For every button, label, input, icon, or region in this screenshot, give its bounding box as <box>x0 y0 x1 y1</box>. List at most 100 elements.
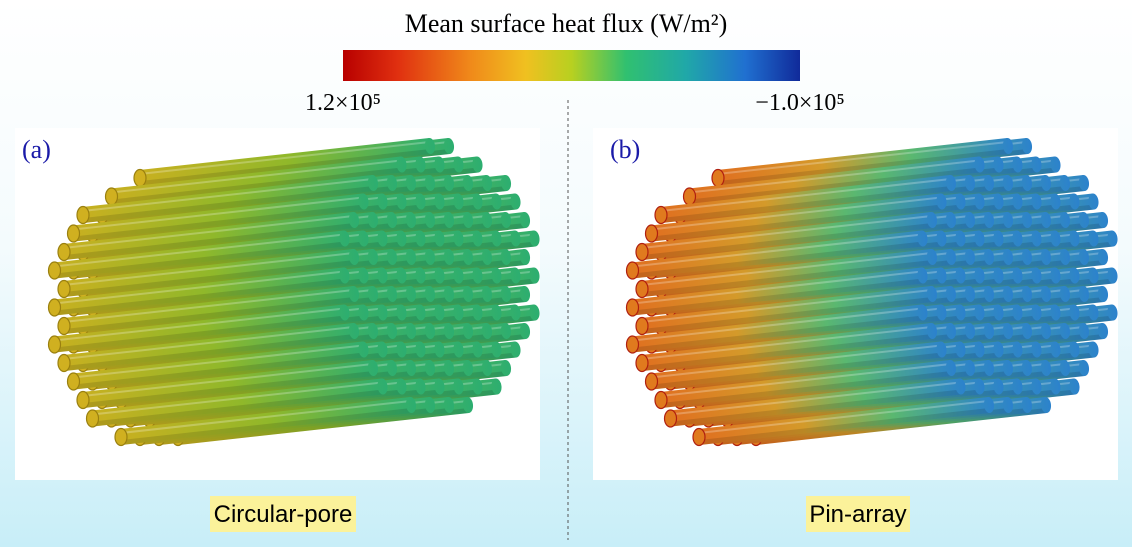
tube-side <box>660 175 952 223</box>
tube-back <box>386 212 398 228</box>
tube-back <box>1050 230 1061 247</box>
tube-back <box>348 212 360 228</box>
tube-highlight <box>63 252 354 287</box>
tube-back <box>434 378 445 395</box>
tube-highlight <box>688 159 980 194</box>
tube-back <box>367 212 379 228</box>
tube-side <box>650 193 943 242</box>
tube-body <box>82 360 379 408</box>
tube-back <box>917 267 928 284</box>
tube-back <box>1059 212 1071 228</box>
tube-end <box>635 242 649 262</box>
tube-back <box>377 267 388 284</box>
tube-back <box>945 323 957 339</box>
tube-back <box>481 175 493 191</box>
tube-side <box>650 341 943 390</box>
tube-side <box>72 341 365 390</box>
tube <box>635 286 938 336</box>
tube <box>66 193 369 243</box>
tube-back <box>926 286 938 302</box>
tube-end <box>47 335 62 354</box>
caption-box <box>210 496 356 532</box>
tube-back <box>1050 304 1061 321</box>
tube-back <box>1088 267 1099 284</box>
tube-back <box>974 378 985 395</box>
tube-end <box>66 372 81 391</box>
tube-back <box>1078 323 1090 339</box>
tube-back <box>1069 230 1080 247</box>
tube-highlight <box>120 400 411 435</box>
tube-back <box>510 193 521 210</box>
colorbar-title: Mean surface heat flux (W/m²) <box>405 9 728 38</box>
tube-back <box>519 249 531 265</box>
tube-back <box>462 249 474 265</box>
tube-back <box>1050 267 1061 284</box>
tube <box>47 230 350 280</box>
tube-side <box>631 304 924 353</box>
tube-back <box>1002 360 1014 376</box>
tube-side <box>688 156 981 205</box>
tube-back <box>443 286 455 302</box>
tube-back <box>1021 323 1033 339</box>
tube-end <box>635 353 649 373</box>
tube-side <box>63 286 355 334</box>
tube-back <box>1097 286 1109 302</box>
tube-end <box>76 390 90 410</box>
tube-highlight <box>631 307 923 342</box>
tube-shade <box>54 315 346 353</box>
tube-back <box>443 212 455 228</box>
tube-back <box>472 341 483 358</box>
tube-back <box>1021 212 1033 228</box>
tube-body <box>72 193 369 242</box>
tube-back <box>500 286 512 302</box>
tube-side <box>91 378 384 427</box>
tube-back <box>415 378 426 395</box>
tube-back <box>1031 378 1042 395</box>
tube-back <box>1040 249 1052 265</box>
tube-back <box>1088 304 1099 321</box>
tube-back <box>405 175 417 191</box>
tube-back <box>367 323 379 339</box>
tube-back <box>377 378 388 395</box>
tube-highlight <box>650 196 942 231</box>
tube-back <box>358 230 369 247</box>
panel-label: (b) <box>610 135 640 164</box>
tube-back <box>405 212 417 228</box>
tube-back <box>1040 360 1052 376</box>
tube-body <box>72 341 369 390</box>
tube-body <box>650 341 947 390</box>
tube-back <box>405 397 417 413</box>
tube-shade <box>632 278 924 316</box>
tube-back <box>1040 286 1052 302</box>
tube-shade <box>651 352 943 390</box>
tube-back <box>519 212 531 228</box>
tube-back <box>510 230 521 247</box>
tube <box>635 212 938 262</box>
tube-back <box>1002 249 1014 265</box>
tube-end <box>682 187 697 206</box>
tube-side <box>641 249 933 297</box>
tube <box>57 323 360 373</box>
tube-back <box>955 230 966 247</box>
tube-side <box>717 138 1009 186</box>
tube-end <box>85 409 100 428</box>
tube-shade <box>661 370 952 408</box>
tube <box>625 267 928 317</box>
tube-back <box>1012 378 1023 395</box>
tube-end <box>57 353 71 373</box>
tube-back <box>396 267 407 284</box>
tube-back <box>386 175 398 191</box>
tube-highlight <box>72 196 364 231</box>
tube-back <box>500 360 512 376</box>
tube-back <box>1031 341 1042 358</box>
tube-back <box>974 341 985 358</box>
tube-back <box>529 267 540 284</box>
tube-body <box>660 175 957 223</box>
tube-end <box>654 205 668 225</box>
tube-bundle-b <box>625 138 1118 447</box>
tube-back <box>1050 378 1061 395</box>
tube-back <box>510 341 521 358</box>
tube-back <box>396 193 407 210</box>
tube-back <box>1002 175 1014 191</box>
tube-back <box>462 212 474 228</box>
